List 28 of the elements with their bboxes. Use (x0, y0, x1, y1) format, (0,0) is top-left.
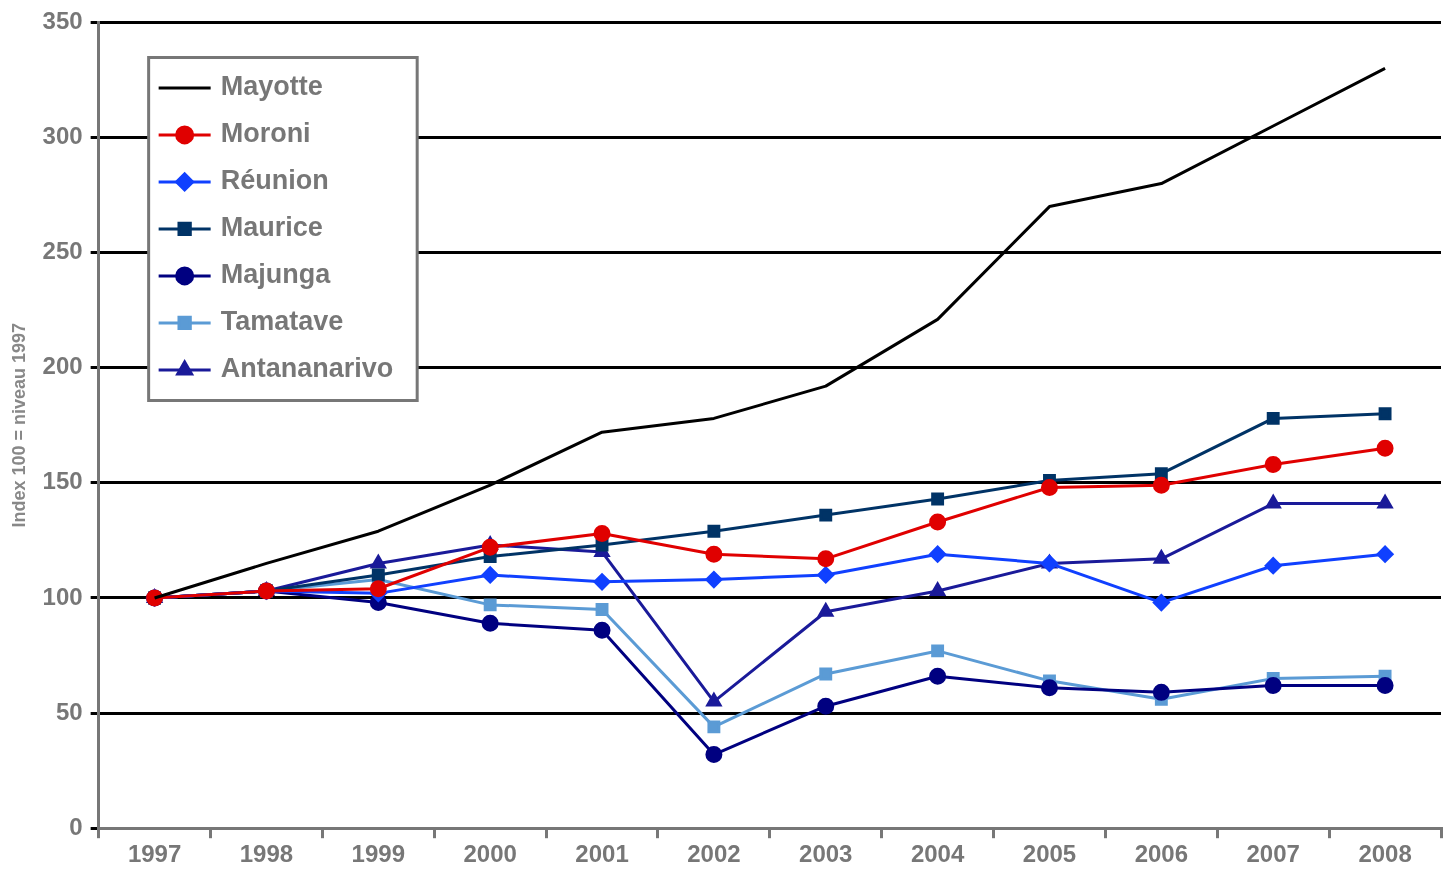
y-tick-label: 150 (42, 467, 83, 495)
legend-label: Antananarivo (220, 353, 394, 384)
x-tick-label: 2007 (1246, 840, 1300, 868)
x-tick-label: 2000 (463, 840, 517, 868)
x-tick-label: 2002 (687, 840, 741, 868)
x-tick-label: 2005 (1022, 840, 1077, 868)
y-tick-label: 0 (69, 812, 83, 840)
legend-label: Maurice (220, 212, 323, 243)
legend-label: Réunion (220, 165, 329, 196)
legend-label: Mayotte (220, 71, 323, 102)
x-tick-label: 2001 (575, 840, 629, 868)
y-tick-label: 350 (42, 7, 83, 35)
y-tick-label: 50 (55, 697, 83, 725)
x-tick-label: 1997 (127, 840, 182, 868)
y-tick-label: 100 (42, 582, 83, 610)
x-tick-label: 2003 (799, 840, 853, 868)
x-tick-label: 2004 (910, 840, 965, 868)
x-tick-label: 2008 (1358, 840, 1412, 868)
y-tick-label: 250 (42, 237, 83, 265)
x-tick-label: 1998 (239, 840, 294, 868)
x-tick-label: 1999 (351, 840, 405, 868)
legend-label: Moroni (220, 118, 311, 149)
x-tick-label: 2006 (1134, 840, 1189, 868)
y-axis-title: Index 100 = niveau 1997 (8, 322, 29, 528)
y-tick-label: 300 (42, 122, 83, 150)
y-tick-label: 200 (42, 352, 83, 380)
legend-label: Tamatave (220, 306, 344, 337)
legend-label: Majunga (220, 259, 332, 290)
